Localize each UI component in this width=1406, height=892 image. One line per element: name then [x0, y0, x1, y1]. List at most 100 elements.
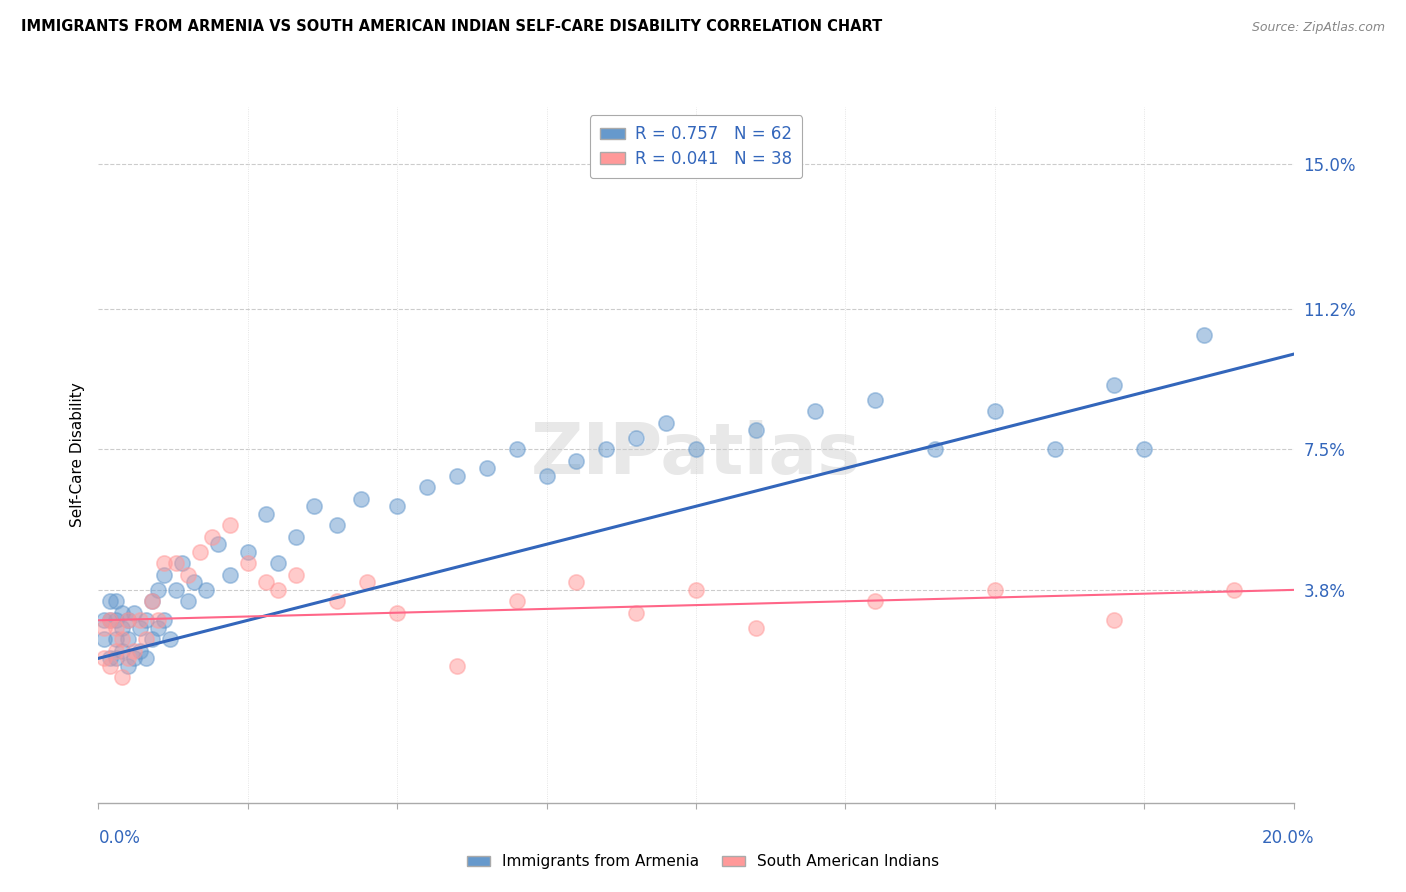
Point [219, 518, 242, 533]
Point [153, 556, 176, 570]
Point [302, 500, 325, 514]
Point [135, 613, 157, 627]
Point [565, 453, 588, 467]
Point [93, 621, 115, 635]
Point [124, 606, 146, 620]
Text: 0.0%: 0.0% [98, 829, 141, 847]
Point [105, 644, 128, 658]
Point [506, 442, 529, 457]
Point [207, 537, 229, 551]
Point [446, 659, 468, 673]
Point [188, 545, 211, 559]
Point [385, 500, 409, 514]
Point [865, 594, 887, 608]
Point [153, 613, 176, 627]
Point [98, 659, 122, 673]
Point [98, 594, 122, 608]
Point [111, 632, 134, 647]
Point [475, 461, 498, 475]
Point [624, 606, 647, 620]
Point [141, 632, 163, 647]
Point [159, 632, 181, 647]
Point [236, 545, 259, 559]
Point [153, 567, 176, 582]
Point [129, 613, 152, 627]
Point [111, 621, 134, 635]
Point [117, 632, 139, 647]
Point [105, 632, 128, 647]
Point [172, 556, 194, 570]
Point [93, 651, 115, 665]
Text: 20.0%: 20.0% [1263, 829, 1315, 847]
Point [117, 659, 139, 673]
Point [1104, 613, 1126, 627]
Point [536, 468, 558, 483]
Point [236, 556, 259, 570]
Point [267, 556, 290, 570]
Point [267, 582, 290, 597]
Point [506, 594, 529, 608]
Point [117, 651, 139, 665]
Point [165, 556, 187, 570]
Point [117, 613, 139, 627]
Point [745, 423, 768, 437]
Point [1104, 377, 1126, 392]
Point [141, 594, 163, 608]
Point [350, 491, 373, 506]
Point [177, 567, 200, 582]
Point [177, 594, 200, 608]
Point [141, 594, 163, 608]
Point [284, 530, 307, 544]
Point [1043, 442, 1066, 457]
Point [165, 582, 187, 597]
Point [135, 632, 157, 647]
Point [745, 621, 768, 635]
Point [194, 582, 218, 597]
Point [655, 416, 678, 430]
Point [924, 442, 946, 457]
Point [93, 613, 115, 627]
Point [865, 392, 887, 407]
Point [685, 582, 707, 597]
Point [148, 582, 170, 597]
Point [624, 431, 647, 445]
Point [124, 651, 146, 665]
Text: ZIPatlas: ZIPatlas [531, 420, 860, 490]
Legend: R = 0.757   N = 62, R = 0.041   N = 38: R = 0.757 N = 62, R = 0.041 N = 38 [591, 115, 801, 178]
Point [385, 606, 409, 620]
Point [685, 442, 707, 457]
Point [356, 575, 378, 590]
Point [93, 632, 115, 647]
Point [446, 468, 468, 483]
Point [1133, 442, 1156, 457]
Point [595, 442, 617, 457]
Point [129, 644, 152, 658]
Point [326, 594, 349, 608]
Legend: Immigrants from Armenia, South American Indians: Immigrants from Armenia, South American … [461, 848, 945, 875]
Point [983, 582, 1005, 597]
Point [565, 575, 588, 590]
Point [105, 621, 128, 635]
Point [98, 613, 122, 627]
Point [124, 644, 146, 658]
Point [254, 507, 277, 521]
Text: IMMIGRANTS FROM ARMENIA VS SOUTH AMERICAN INDIAN SELF-CARE DISABILITY CORRELATIO: IMMIGRANTS FROM ARMENIA VS SOUTH AMERICA… [21, 20, 883, 34]
Text: Source: ZipAtlas.com: Source: ZipAtlas.com [1251, 21, 1385, 34]
Point [117, 613, 139, 627]
Point [326, 518, 349, 533]
Point [98, 651, 122, 665]
Point [135, 651, 157, 665]
Point [1192, 328, 1215, 343]
Point [416, 480, 439, 494]
Point [111, 644, 134, 658]
Point [105, 613, 128, 627]
Point [183, 575, 205, 590]
Point [105, 651, 128, 665]
Point [254, 575, 277, 590]
Point [129, 621, 152, 635]
Point [219, 567, 242, 582]
Point [111, 670, 134, 684]
Point [1223, 582, 1246, 597]
Point [105, 594, 128, 608]
Point [148, 613, 170, 627]
